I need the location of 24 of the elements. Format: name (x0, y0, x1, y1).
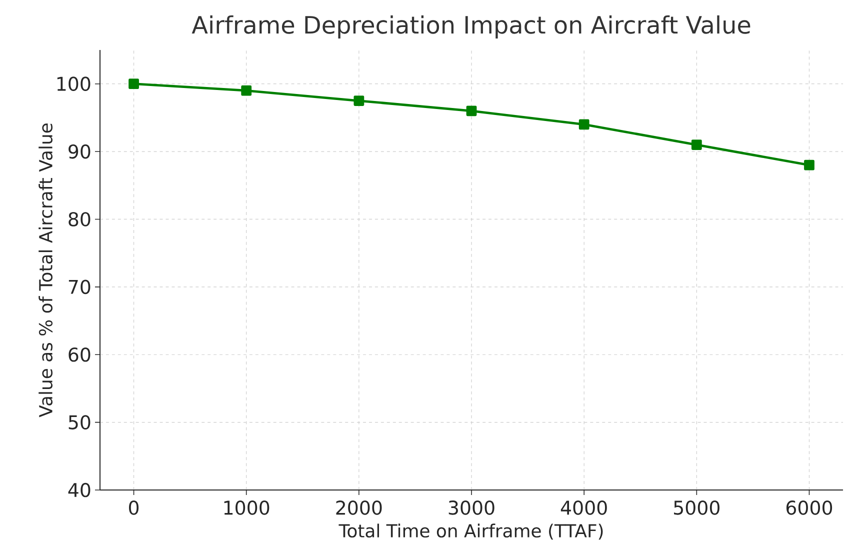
point (804, 160, 814, 170)
x-tick-label: 1000 (224, 500, 270, 515)
y-tick-label: 90 (68, 144, 90, 159)
point (691, 140, 702, 150)
y-tick-label: 60 (68, 347, 90, 362)
x-axis-title: Total Time on Airframe (TTAF) (338, 524, 603, 540)
y-tick-label: 80 (68, 212, 90, 226)
y-tick-label: 70 (68, 280, 90, 294)
x-tick-label: 3000 (448, 500, 494, 515)
y-tick-label: 100 (57, 76, 90, 91)
y-tick-label: 50 (68, 415, 90, 430)
x-tick-label: 6000 (786, 500, 832, 515)
point (128, 78, 139, 90)
chart-title: Airframe Depreciation Impact on Aircraft Value (192, 15, 750, 38)
point (578, 119, 590, 130)
point (466, 106, 477, 116)
x-tick-label: 0 (129, 500, 139, 515)
y-axis-title: Value as % of Total Aircraft Value (38, 124, 53, 418)
x-tick-label: 2000 (336, 500, 382, 515)
x-tick-label: 5000 (674, 500, 720, 515)
point (241, 85, 252, 96)
point (354, 96, 364, 106)
x-tick-label: 4000 (560, 500, 607, 515)
y-tick-label: 40 (68, 482, 90, 498)
